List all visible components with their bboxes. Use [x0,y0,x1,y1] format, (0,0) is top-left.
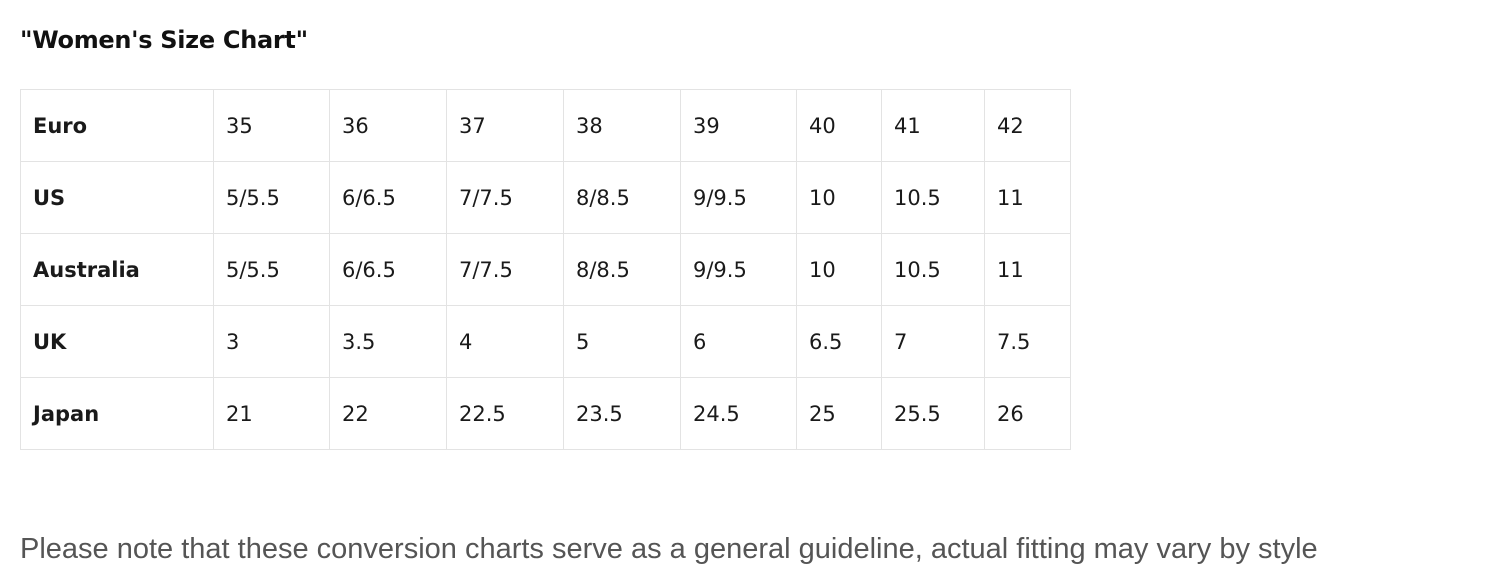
table-cell: 11 [984,233,1071,306]
row-header: Japan [20,377,214,450]
table-cell: 37 [446,89,564,162]
table-cell: 41 [881,89,985,162]
size-chart-table: Euro 35 36 37 38 39 40 41 42 US 5/5.5 6/6.5 7/7.5 8/8… [20,89,1071,450]
table-cell: 6/6.5 [329,233,447,306]
table-cell: 9/9.5 [680,161,797,234]
table-cell: 10.5 [881,233,985,306]
table-cell: 5 [563,305,681,378]
table-cell: 3 [213,305,330,378]
table-cell: 6.5 [796,305,882,378]
table-cell: 8/8.5 [563,161,681,234]
table-row: US 5/5.5 6/6.5 7/7.5 8/8.5 9/9.5 10 10.5 11 [20,161,1071,234]
table-cell: 25 [796,377,882,450]
table-cell: 25.5 [881,377,985,450]
table-cell: 35 [213,89,330,162]
table-row: Euro 35 36 37 38 39 40 41 42 [20,89,1071,162]
row-header: UK [20,305,214,378]
table-row: Japan 21 22 22.5 23.5 24.5 25 25.5 26 [20,377,1071,450]
row-header: US [20,161,214,234]
table-cell: 9/9.5 [680,233,797,306]
table-cell: 7/7.5 [446,161,564,234]
table-cell: 11 [984,161,1071,234]
table-cell: 6 [680,305,797,378]
table-cell: 24.5 [680,377,797,450]
table-cell: 26 [984,377,1071,450]
table-row: Australia 5/5.5 6/6.5 7/7.5 8/8.5 9/9.5 10 10.5… [20,233,1071,306]
table-cell: 7 [881,305,985,378]
table-cell: 3.5 [329,305,447,378]
table-cell: 36 [329,89,447,162]
table-cell: 10 [796,233,882,306]
table-cell: 40 [796,89,882,162]
page-title: "Women's Size Chart" [20,26,308,54]
table-cell: 21 [213,377,330,450]
table-cell: 42 [984,89,1071,162]
table-cell: 10 [796,161,882,234]
table-cell: 39 [680,89,797,162]
table-cell: 8/8.5 [563,233,681,306]
table-cell: 5/5.5 [213,161,330,234]
table-cell: 23.5 [563,377,681,450]
table-cell: 10.5 [881,161,985,234]
table-cell: 38 [563,89,681,162]
table-cell: 4 [446,305,564,378]
table-cell: 22.5 [446,377,564,450]
table-row: UK 3 3.5 4 5 6 6.5 7 7.5 [20,305,1071,378]
disclaimer-note: Please note that these conversion charts… [20,533,1318,565]
table-cell: 7.5 [984,305,1071,378]
table-cell: 6/6.5 [329,161,447,234]
row-header: Euro [20,89,214,162]
table-cell: 7/7.5 [446,233,564,306]
row-header: Australia [20,233,214,306]
table-cell: 5/5.5 [213,233,330,306]
table-cell: 22 [329,377,447,450]
